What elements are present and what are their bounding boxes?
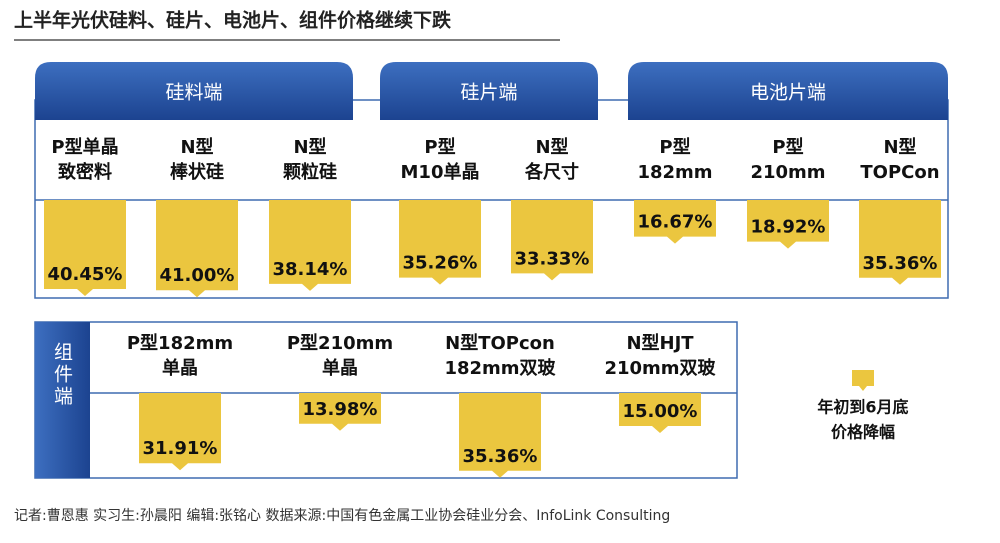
banner — [156, 200, 238, 298]
item-label: 182mm — [637, 162, 712, 183]
item-label: P型 — [659, 136, 690, 158]
value-label: 40.45% — [48, 264, 123, 285]
item-label: M10单晶 — [401, 161, 480, 183]
item-label: P型 — [424, 136, 455, 158]
legend-text: 价格降幅 — [831, 423, 895, 442]
banner — [459, 393, 541, 478]
banner — [299, 393, 381, 431]
banner — [634, 200, 716, 244]
value-label: 35.36% — [463, 446, 538, 467]
item-label: P型单晶 — [51, 136, 118, 158]
item-label: N型HJT — [626, 332, 694, 354]
item-label: 210mm — [750, 162, 825, 183]
legend-swatch — [852, 370, 874, 391]
banner — [44, 200, 126, 296]
section-name: 硅片端 — [460, 82, 517, 104]
banner — [747, 200, 829, 249]
item-label: N型 — [293, 136, 326, 158]
section-name: 电池片端 — [750, 82, 826, 104]
value-label: 35.36% — [863, 253, 938, 274]
banner — [139, 393, 221, 471]
value-label: 35.26% — [403, 253, 478, 274]
item-label: TOPCon — [860, 162, 939, 183]
banner — [619, 393, 701, 433]
item-label: 210mm双玻 — [604, 357, 716, 379]
value-label: 13.98% — [303, 399, 378, 420]
value-label: 15.00% — [623, 401, 698, 422]
banner — [859, 200, 941, 285]
legend-text: 年初到6月底 — [817, 398, 908, 417]
footer: 记者:曹恩惠 实习生:孙晨阳 编辑:张铭心 数据来源:中国有色金属工业协会硅业分… — [14, 507, 670, 524]
section-tab — [35, 62, 353, 120]
item-label: 棒状硅 — [170, 161, 224, 183]
banner — [269, 200, 351, 291]
module-tab — [35, 322, 90, 478]
value-label: 18.92% — [751, 217, 826, 238]
banner — [399, 200, 481, 285]
item-label: N型 — [180, 136, 213, 158]
section-tab — [628, 62, 948, 120]
item-label: 单晶 — [162, 357, 198, 379]
item-label: P型182mm — [127, 332, 233, 354]
item-label: 致密料 — [58, 161, 112, 183]
section-name: 硅料端 — [165, 82, 222, 104]
value-label: 31.91% — [143, 438, 218, 459]
value-label: 41.00% — [160, 265, 235, 286]
item-label: 各尺寸 — [524, 161, 579, 183]
banner — [511, 200, 593, 281]
item-label: 182mm双玻 — [444, 357, 556, 379]
value-label: 33.33% — [515, 248, 590, 269]
item-label: N型 — [883, 136, 916, 158]
value-label: 38.14% — [273, 259, 348, 280]
item-label: N型TOPcon — [445, 332, 555, 354]
item-label: N型 — [535, 136, 568, 158]
value-label: 16.67% — [638, 212, 713, 233]
item-label: 单晶 — [322, 357, 358, 379]
item-label: 颗粒硅 — [283, 161, 337, 183]
item-label: P型210mm — [287, 332, 393, 354]
item-label: P型 — [772, 136, 803, 158]
title: 上半年光伏硅料、硅片、电池片、组件价格继续下跌 — [14, 9, 452, 32]
section-name: 组件端 — [51, 342, 73, 408]
section-tab — [380, 62, 598, 120]
